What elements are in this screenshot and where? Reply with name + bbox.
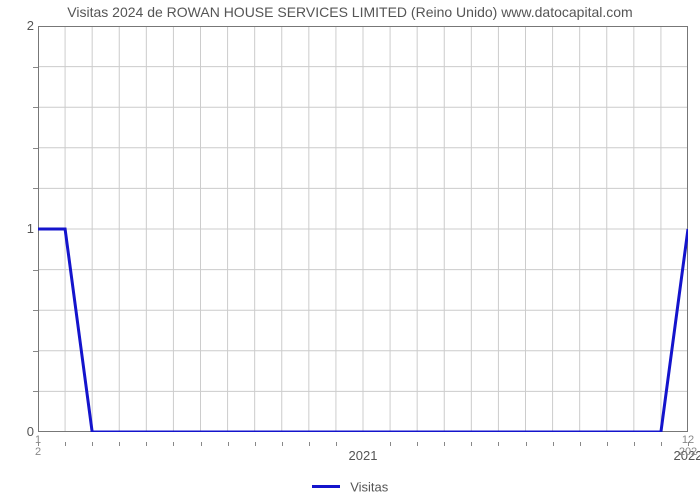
x-minor-tick — [92, 442, 93, 446]
x-minor-tick — [282, 442, 283, 446]
y-minor-tick — [33, 188, 38, 189]
x-minor-tick — [228, 442, 229, 446]
x-minor-tick — [201, 442, 202, 446]
x-minor-tick — [119, 442, 120, 446]
y-tick-label: 1 — [14, 221, 34, 236]
x-edge-label: 1 — [35, 434, 41, 446]
y-minor-tick — [33, 310, 38, 311]
y-minor-tick — [33, 67, 38, 68]
legend-label: Visitas — [350, 479, 388, 494]
x-minor-tick — [580, 442, 581, 446]
chart-svg — [38, 26, 688, 432]
x-minor-tick — [336, 442, 337, 446]
x-minor-tick — [146, 442, 147, 446]
y-tick-label: 2 — [14, 18, 34, 33]
x-minor-tick — [309, 442, 310, 446]
x-minor-tick — [444, 442, 445, 446]
x-edge-label: 2 — [35, 446, 41, 458]
x-minor-tick — [661, 442, 662, 446]
y-minor-tick — [33, 391, 38, 392]
plot-area — [38, 26, 688, 432]
x-edge-label: 12 — [682, 434, 694, 446]
x-minor-tick — [607, 442, 608, 446]
y-minor-tick — [33, 351, 38, 352]
chart-container: Visitas 2024 de ROWAN HOUSE SERVICES LIM… — [0, 0, 700, 500]
x-minor-tick — [553, 442, 554, 446]
x-minor-tick — [471, 442, 472, 446]
chart-title: Visitas 2024 de ROWAN HOUSE SERVICES LIM… — [0, 4, 700, 20]
x-tick-label: 2021 — [349, 448, 378, 463]
x-minor-tick — [634, 442, 635, 446]
x-minor-tick — [417, 442, 418, 446]
x-minor-tick — [255, 442, 256, 446]
x-minor-tick — [390, 442, 391, 446]
x-minor-tick — [173, 442, 174, 446]
x-minor-tick — [526, 442, 527, 446]
y-minor-tick — [33, 270, 38, 271]
y-minor-tick — [33, 148, 38, 149]
x-minor-tick — [65, 442, 66, 446]
legend-swatch — [312, 485, 340, 488]
legend: Visitas — [0, 478, 700, 496]
x-minor-tick — [498, 442, 499, 446]
x-edge-label: 202 — [679, 446, 697, 458]
y-tick-label: 0 — [14, 424, 34, 439]
y-minor-tick — [33, 107, 38, 108]
